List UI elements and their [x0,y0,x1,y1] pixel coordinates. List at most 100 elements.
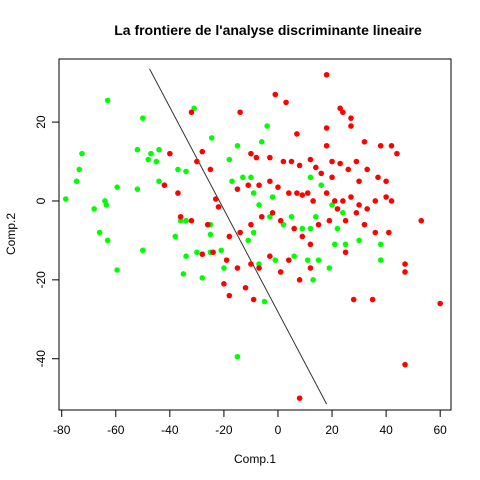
x-tick-label: 20 [325,423,339,437]
data-point [134,186,141,192]
data-point [356,178,362,185]
data-point [148,150,154,157]
data-point [223,257,230,263]
data-point [172,233,179,240]
data-point [294,190,300,196]
data-point [313,164,319,171]
data-point [329,202,335,208]
data-point [402,261,408,267]
data-point [375,174,381,181]
data-point [394,150,400,157]
data-point [161,182,168,189]
data-point [323,142,330,149]
data-point [307,241,314,248]
data-point [383,178,389,185]
data-point [340,109,346,116]
data-point [348,123,354,129]
data-point [145,156,152,163]
data-point [245,237,252,244]
data-point [342,249,349,256]
data-point [250,190,257,196]
x-tick-label: -80 [53,423,71,437]
data-point [323,125,330,131]
boundary-line [149,68,328,405]
data-point [261,298,268,305]
data-point [323,71,330,78]
data-point [334,206,341,212]
data-point [218,247,225,254]
x-axis-label: Comp.1 [234,452,276,466]
data-point [272,257,279,263]
data-point [323,190,330,196]
data-point [348,115,354,121]
data-point [245,182,252,189]
data-point [326,265,333,271]
data-point [256,182,262,189]
data-point [269,210,276,216]
data-point [329,174,335,181]
data-point [204,221,211,228]
data-point [175,166,181,173]
data-point [307,225,314,232]
data-point [272,91,279,98]
data-point [307,174,314,181]
data-point [210,249,216,256]
data-point [237,109,243,116]
data-point [167,150,173,157]
data-point [361,221,368,228]
x-tick-label: -40 [161,423,179,437]
data-point [234,265,241,271]
data-point [248,150,254,157]
data-point [277,217,284,224]
data-point [350,296,357,303]
data-point [337,160,343,167]
data-point [307,265,314,271]
x-tick-label: 0 [275,423,282,437]
data-point [207,166,214,173]
data-point [296,277,303,283]
y-tick-label: -40 [34,350,48,368]
data-point [356,237,362,244]
data-point [221,280,227,287]
data-point [296,395,303,401]
y-tick-label: -20 [34,271,48,289]
x-tick-label: -60 [107,423,125,437]
data-point [280,158,287,165]
data-point [383,194,389,200]
data-point [310,277,316,283]
y-tick-label: 0 [34,197,48,204]
data-point [240,174,246,181]
data-point [183,217,189,224]
data-point [329,158,335,165]
x-tick-label: -20 [215,423,233,437]
data-point [402,361,408,368]
data-point [285,190,292,196]
data-point [199,148,206,155]
data-point [296,162,303,169]
data-point [386,229,392,236]
data-point [242,284,249,291]
data-point [267,253,273,259]
data-point [213,196,219,202]
data-point [256,265,262,271]
data-point [377,142,384,149]
data-point [234,142,241,149]
data-point [156,178,162,185]
discriminant-boundary [149,68,328,405]
data-point [299,225,306,232]
data-point [369,296,376,303]
data-point [248,261,254,267]
data-point [356,202,362,208]
data-point [199,275,206,281]
data-point [288,213,295,220]
data-point [73,178,80,185]
data-point [353,210,360,216]
data-point [177,217,184,224]
data-point [304,257,311,263]
data-point [253,154,260,161]
data-point [304,190,311,196]
x-axis: -80 -60 -40 -20 0 20 40 60 [53,409,447,437]
data-point [331,198,338,204]
data-point [313,213,319,220]
